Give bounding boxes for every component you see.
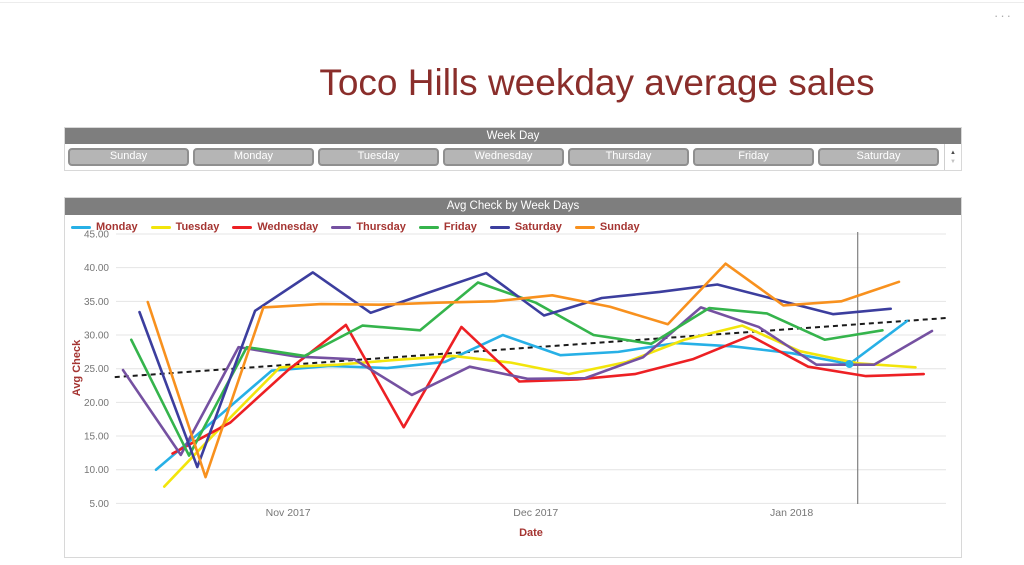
legend-label: Thursday [356, 221, 406, 233]
y-tick-label: 20.00 [84, 398, 109, 409]
legend-label: Sunday [599, 221, 640, 233]
legend-label: Monday [96, 221, 138, 233]
legend-item-wednesday[interactable]: Wednesday [232, 221, 318, 233]
y-tick-label: 40.00 [84, 263, 109, 274]
scroll-up-icon[interactable]: ▲ [950, 149, 956, 156]
y-tick-label: 30.00 [84, 331, 109, 342]
slicer-header: Week Day [65, 128, 961, 144]
slicer-button-saturday[interactable]: Saturday [818, 148, 939, 166]
legend-swatch-thursday [331, 225, 352, 229]
series-line-wednesday[interactable] [171, 323, 926, 455]
x-axis-title: Date [519, 527, 543, 539]
y-tick-label: 35.00 [84, 297, 109, 308]
page-top-divider [0, 2, 1024, 3]
series-line-monday[interactable] [154, 319, 909, 472]
legend-swatch-saturday [489, 225, 510, 229]
series-line-sunday[interactable] [146, 262, 901, 479]
y-tick-label: 45.00 [84, 230, 109, 241]
series-line-saturday[interactable] [138, 271, 893, 469]
avg-check-chart: Avg Check by Week Days Monday Tuesday Wedn… [64, 197, 962, 558]
chart-legend: Monday Tuesday Wednesday Thursday Friday Satu… [71, 221, 653, 233]
y-tick-label: 5.00 [90, 499, 110, 510]
y-tick-label: 15.00 [84, 432, 109, 443]
x-tick-label: Dec 2017 [513, 507, 558, 519]
y-axis-title: Avg Check [71, 339, 83, 396]
slicer-button-friday[interactable]: Friday [693, 148, 814, 166]
scroll-down-icon[interactable]: ▼ [950, 158, 956, 165]
legend-item-saturday[interactable]: Saturday [489, 221, 562, 233]
series-line-tuesday[interactable] [162, 324, 917, 488]
chart-plot-area: 45.00 40.00 35.00 30.00 25.00 20.00 15.00 10.00… [71, 230, 949, 539]
series-line-friday[interactable] [129, 281, 884, 457]
slicer-button-thursday[interactable]: Thursday [568, 148, 689, 166]
legend-item-tuesday[interactable]: Tuesday [150, 221, 220, 233]
weekday-slicer: Week Day Sunday Monday Tuesday Wednesday Thu… [64, 127, 962, 171]
legend-label: Wednesday [257, 221, 319, 233]
slicer-body: Sunday Monday Tuesday Wednesday Thursday Frid… [65, 144, 961, 170]
slicer-button-tuesday[interactable]: Tuesday [318, 148, 439, 166]
legend-swatch-wednesday [232, 225, 253, 229]
x-tick-label: Jan 2018 [770, 507, 813, 519]
legend-label: Tuesday [175, 221, 220, 233]
legend-swatch-monday [71, 225, 91, 229]
slicer-button-monday[interactable]: Monday [193, 148, 314, 166]
chart-header: Avg Check by Week Days [65, 198, 961, 215]
trend-line [114, 316, 949, 379]
data-point-marker[interactable] [845, 359, 854, 368]
page-title: Toco Hills weekday average sales [319, 62, 875, 103]
slicer-button-wednesday[interactable]: Wednesday [443, 148, 564, 166]
legend-item-thursday[interactable]: Thursday [331, 221, 406, 233]
y-tick-label: 10.00 [84, 465, 109, 476]
x-tick-label: Nov 2017 [266, 507, 311, 519]
legend-swatch-sunday [574, 225, 595, 229]
series-line-thursday[interactable] [121, 306, 934, 457]
slicer-scrollbar[interactable]: ▲ ▼ [944, 144, 961, 170]
y-tick-label: 25.00 [84, 364, 109, 375]
legend-item-monday[interactable]: Monday [71, 221, 138, 233]
legend-swatch-tuesday [150, 225, 171, 229]
slicer-items: Sunday Monday Tuesday Wednesday Thursday Frid… [65, 144, 961, 166]
options-menu-icon[interactable]: ··· [994, 8, 1013, 23]
legend-label: Saturday [514, 221, 562, 233]
legend-label: Friday [443, 221, 477, 233]
legend-item-friday[interactable]: Friday [418, 221, 477, 233]
legend-item-sunday[interactable]: Sunday [574, 221, 640, 233]
legend-swatch-friday [418, 225, 439, 229]
slicer-button-sunday[interactable]: Sunday [68, 148, 189, 166]
